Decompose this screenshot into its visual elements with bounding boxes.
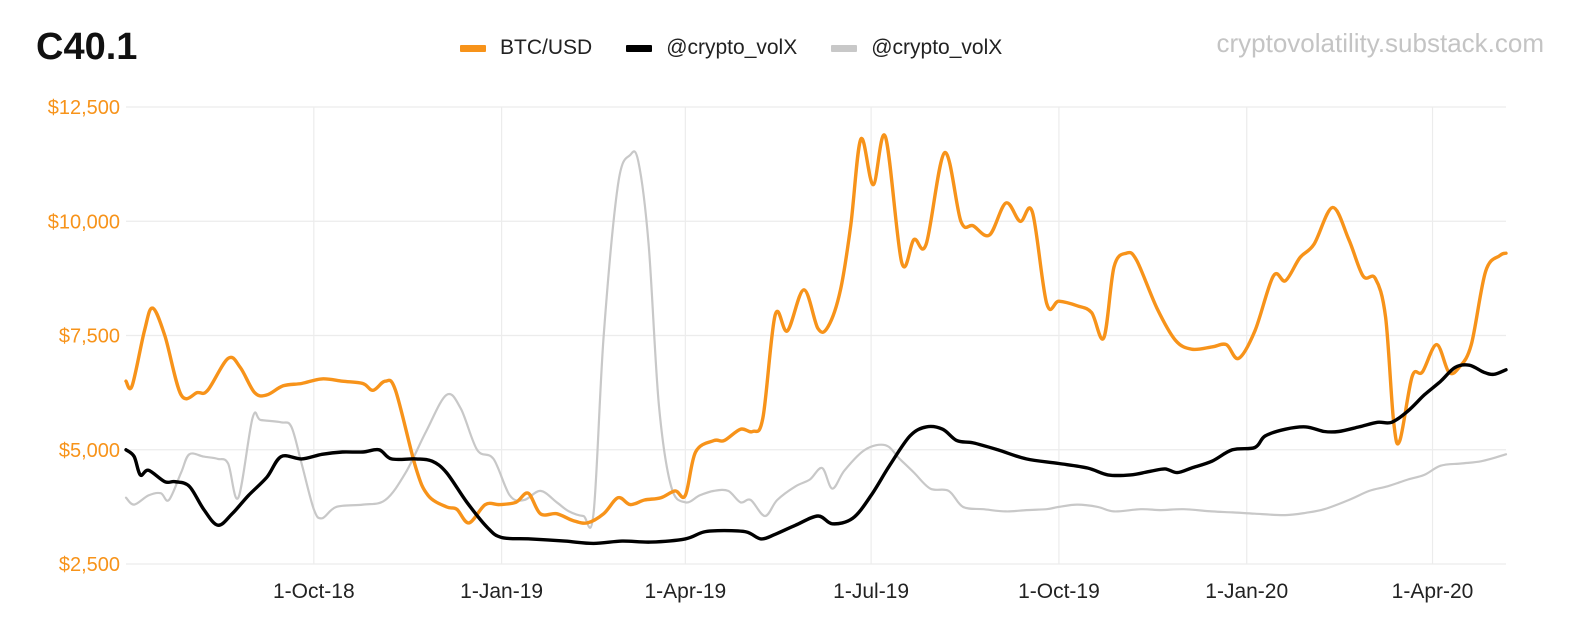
legend-label-vol-grey: @crypto_volX xyxy=(871,36,1003,59)
x-tick-label: 1-Apr-20 xyxy=(1392,580,1474,603)
chart-legend: BTC/USD @crypto_volX @crypto_volX xyxy=(460,36,1036,60)
series-line-crypto-volx-grey xyxy=(124,150,1508,529)
y-tick-label: $12,500 xyxy=(48,97,120,119)
source-watermark: cryptovolatility.substack.com xyxy=(1216,28,1544,58)
x-tick-label: 1-Oct-19 xyxy=(1018,580,1100,603)
legend-swatch-vol-black xyxy=(626,44,653,52)
x-tick-label: 1-Jul-19 xyxy=(833,580,909,603)
x-tick-label: 1-Apr-19 xyxy=(644,580,726,603)
y-tick-label: $10,000 xyxy=(48,211,120,233)
legend-label-btc: BTC/USD xyxy=(500,36,593,59)
x-tick-label: 1-Jan-20 xyxy=(1205,580,1288,603)
x-tick-label: 1-Oct-18 xyxy=(273,580,355,603)
chart-title: C40.1 xyxy=(36,26,138,68)
series-line-crypto-volx-black xyxy=(124,363,1508,546)
legend-swatch-vol-grey xyxy=(831,44,858,52)
series-line-btc-usd xyxy=(124,133,1508,525)
legend-label-vol-black: @crypto_volX xyxy=(666,36,798,59)
legend-swatch-btc xyxy=(460,44,486,52)
y-tick-label: $7,500 xyxy=(59,326,120,348)
legend-item-vol-grey: @crypto_volX xyxy=(831,36,1002,60)
legend-item-btc: BTC/USD xyxy=(460,36,592,60)
y-tick-label: $5,000 xyxy=(59,440,120,462)
legend-item-vol-black: @crypto_volX xyxy=(626,36,797,60)
x-tick-label: 1-Jan-19 xyxy=(460,580,543,603)
y-tick-label: $2,500 xyxy=(59,554,120,576)
